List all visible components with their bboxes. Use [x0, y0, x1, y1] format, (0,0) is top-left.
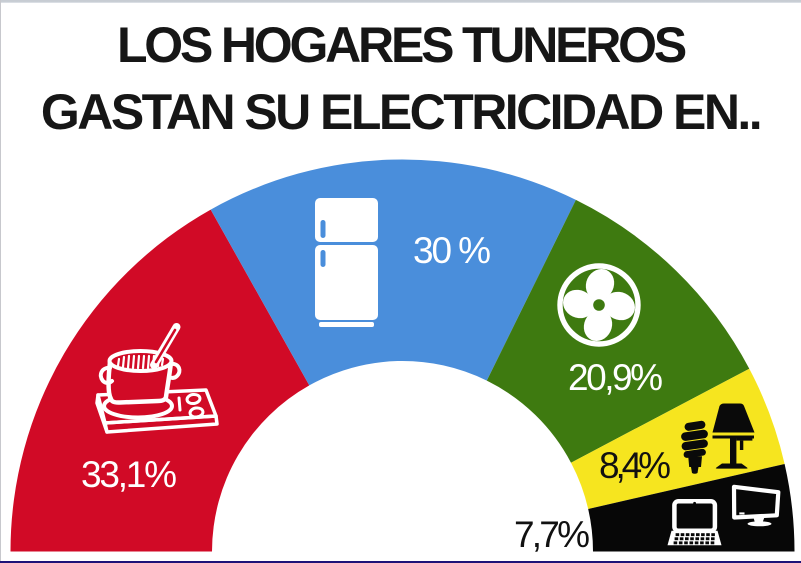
svg-text:33,1%: 33,1%	[81, 454, 177, 495]
svg-text:8,4%: 8,4%	[599, 445, 671, 486]
svg-text:20,9%: 20,9%	[568, 357, 663, 398]
svg-text:30 %: 30 %	[413, 230, 491, 271]
svg-text:7,7%: 7,7%	[514, 514, 590, 555]
